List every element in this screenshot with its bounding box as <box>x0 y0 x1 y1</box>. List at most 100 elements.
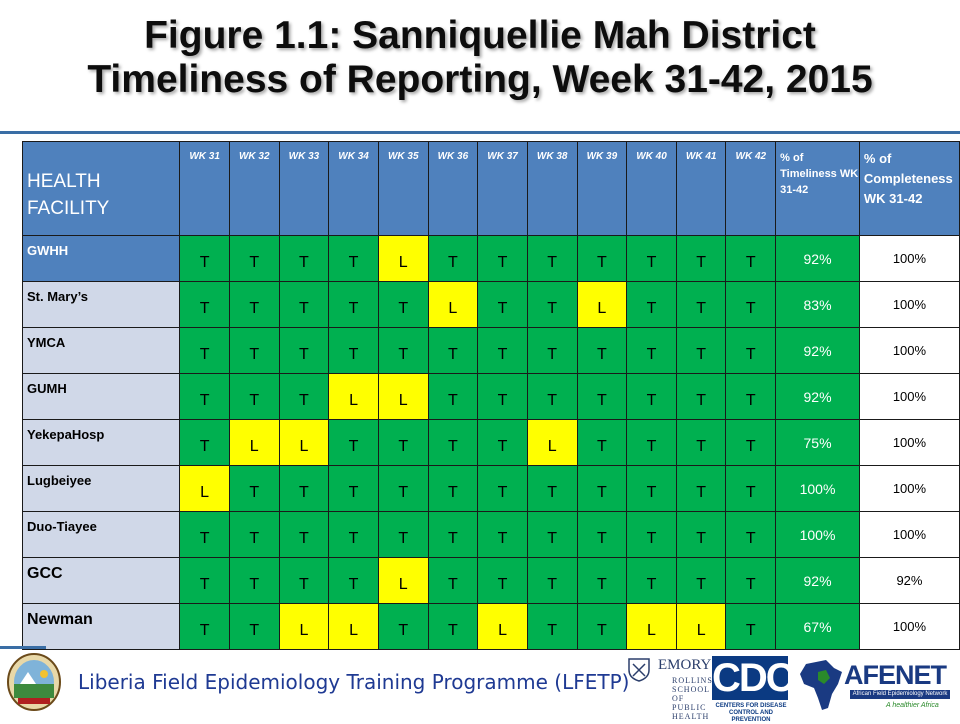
cdc-logo: CDC CENTERS FOR DISEASE CONTROL AND PREV… <box>712 652 795 723</box>
on-time-report-cell: T <box>675 327 727 374</box>
on-time-report-cell: T <box>427 373 479 420</box>
table-row: Newman T T L L T T L T T L L T 67% 100% <box>21 603 960 650</box>
timeliness-table: HEALTH FACILITY WK 31 WK 32 WK 33 WK 34 … <box>21 141 960 650</box>
afenet-name: AFENET <box>844 660 947 690</box>
facility-name: St. Mary’s <box>21 281 181 328</box>
on-time-report-cell: T <box>626 419 677 466</box>
timeliness-column-header: % of Timeliness WK 31-42 <box>775 141 860 236</box>
week-header: WK 39 <box>576 141 628 236</box>
on-time-report-cell: T <box>626 235 677 282</box>
on-time-report-cell: T <box>427 511 479 558</box>
week-header: WK 36 <box>427 141 479 236</box>
late-report-cell: L <box>427 281 479 328</box>
on-time-report-cell: T <box>725 603 777 650</box>
emory-subtitle: ROLLINS SCHOOL OF PUBLIC HEALTH <box>672 676 713 721</box>
week-header: WK 42 <box>725 141 777 236</box>
late-report-cell: L <box>377 235 429 282</box>
on-time-report-cell: T <box>377 419 429 466</box>
on-time-report-cell: T <box>725 419 777 466</box>
on-time-report-cell: T <box>179 557 230 604</box>
table-row: GCC T T T T L T T T T T T T 92% 92% <box>21 557 960 604</box>
on-time-report-cell: T <box>675 419 727 466</box>
on-time-report-cell: T <box>179 373 230 420</box>
on-time-report-cell: T <box>576 603 628 650</box>
on-time-report-cell: T <box>427 235 479 282</box>
on-time-report-cell: T <box>427 465 479 512</box>
table-row: GWHH T T T T L T T T T T T T 92% 100% <box>21 235 960 282</box>
table-body: GWHH T T T T L T T T T T T T 92% 100% St. Mary’s T T T T T L T… <box>21 235 960 650</box>
timeliness-percent: 75% <box>775 419 860 466</box>
table-row: St. Mary’s T T T T T L T T L T T T 83% 100% <box>21 281 960 328</box>
on-time-report-cell: T <box>377 603 429 650</box>
on-time-report-cell: T <box>725 557 777 604</box>
on-time-report-cell: T <box>179 327 230 374</box>
emory-name: EMORY <box>658 657 712 673</box>
week-header: WK 32 <box>228 141 280 236</box>
africa-map-icon <box>800 660 842 710</box>
on-time-report-cell: T <box>725 511 777 558</box>
on-time-report-cell: T <box>526 281 578 328</box>
week-header: WK 40 <box>626 141 677 236</box>
on-time-report-cell: T <box>278 327 330 374</box>
on-time-report-cell: T <box>526 465 578 512</box>
on-time-report-cell: T <box>477 465 528 512</box>
on-time-report-cell: T <box>675 465 727 512</box>
on-time-report-cell: T <box>377 511 429 558</box>
completeness-percent: 92% <box>858 557 960 604</box>
on-time-report-cell: T <box>725 327 777 374</box>
on-time-report-cell: T <box>328 235 379 282</box>
on-time-report-cell: T <box>228 603 280 650</box>
header-row: HEALTH FACILITY WK 31 WK 32 WK 33 WK 34 … <box>21 141 960 236</box>
week-header: WK 35 <box>377 141 429 236</box>
table-row: YMCA T T T T T T T T T T T T 92% 100% <box>21 327 960 374</box>
facility-name: YekepaHosp <box>21 419 181 466</box>
on-time-report-cell: T <box>228 327 280 374</box>
timeliness-table-container: HEALTH FACILITY WK 31 WK 32 WK 33 WK 34 … <box>21 141 960 650</box>
on-time-report-cell: T <box>377 465 429 512</box>
on-time-report-cell: T <box>626 465 677 512</box>
late-report-cell: L <box>576 281 628 328</box>
timeliness-percent: 92% <box>775 327 860 374</box>
timeliness-percent: 92% <box>775 235 860 282</box>
completeness-percent: 100% <box>858 281 960 328</box>
facility-name: Newman <box>21 603 181 650</box>
on-time-report-cell: T <box>278 373 330 420</box>
on-time-report-cell: T <box>526 603 578 650</box>
on-time-report-cell: T <box>377 327 429 374</box>
title-line-2: Timeliness of Reporting, Week 31-42, 201… <box>87 58 873 101</box>
on-time-report-cell: T <box>427 603 479 650</box>
table-row: Duo-Tiayee T T T T T T T T T T T T 100% 100% <box>21 511 960 558</box>
on-time-report-cell: T <box>576 465 628 512</box>
late-report-cell: L <box>626 603 677 650</box>
on-time-report-cell: T <box>725 235 777 282</box>
on-time-report-cell: T <box>427 327 479 374</box>
on-time-report-cell: T <box>725 373 777 420</box>
on-time-report-cell: T <box>675 235 727 282</box>
completeness-percent: 100% <box>858 419 960 466</box>
on-time-report-cell: T <box>576 235 628 282</box>
completeness-percent: 100% <box>858 511 960 558</box>
week-header: WK 31 <box>179 141 230 236</box>
on-time-report-cell: T <box>626 557 677 604</box>
on-time-report-cell: T <box>278 465 330 512</box>
completeness-percent: 100% <box>858 327 960 374</box>
late-report-cell: L <box>228 419 280 466</box>
on-time-report-cell: T <box>179 511 230 558</box>
facility-name: YMCA <box>21 327 181 374</box>
on-time-report-cell: T <box>675 281 727 328</box>
on-time-report-cell: T <box>377 281 429 328</box>
facility-name: GWHH <box>21 235 181 282</box>
on-time-report-cell: T <box>576 327 628 374</box>
on-time-report-cell: T <box>278 511 330 558</box>
facility-name: GCC <box>21 557 181 604</box>
late-report-cell: L <box>477 603 528 650</box>
on-time-report-cell: T <box>626 511 677 558</box>
timeliness-percent: 67% <box>775 603 860 650</box>
timeliness-percent: 92% <box>775 373 860 420</box>
on-time-report-cell: T <box>675 557 727 604</box>
on-time-report-cell: T <box>427 557 479 604</box>
on-time-report-cell: T <box>477 373 528 420</box>
late-report-cell: L <box>328 603 379 650</box>
on-time-report-cell: T <box>675 511 727 558</box>
on-time-report-cell: T <box>526 327 578 374</box>
